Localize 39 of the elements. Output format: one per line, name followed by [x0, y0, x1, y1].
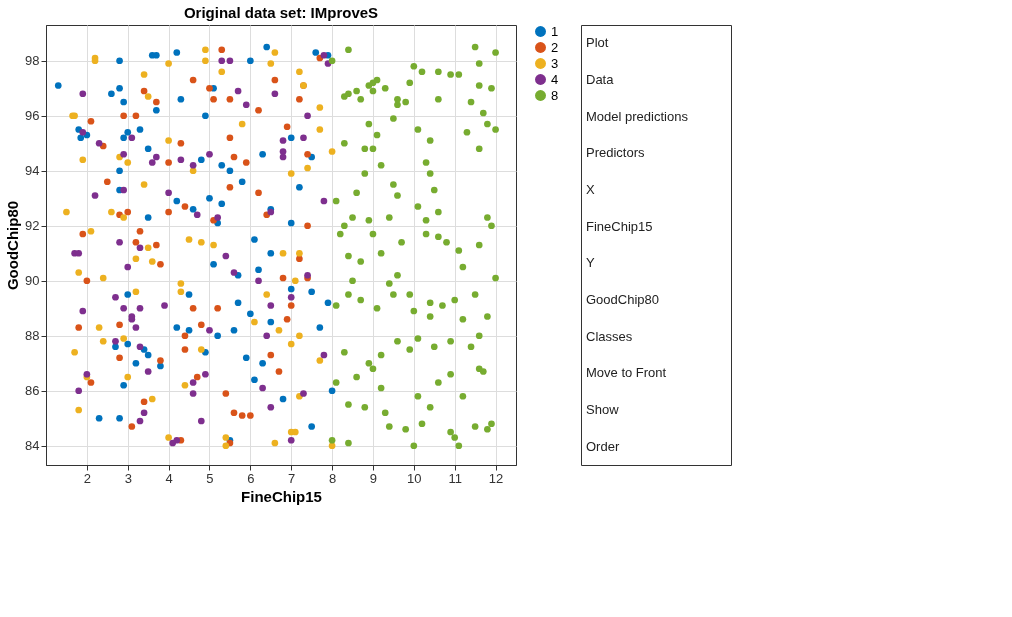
text: Plot: [586, 35, 609, 51]
x-tick-label: 7: [288, 470, 296, 486]
x-tick-label: 11: [448, 470, 462, 486]
y-tick-label: 92: [25, 218, 40, 234]
text: Classes: [586, 328, 633, 344]
text: Y: [586, 255, 595, 271]
x-axis-title: FineChip15: [241, 487, 322, 505]
text: Show: [586, 402, 620, 417]
x-tick-label: 8: [328, 470, 337, 486]
legend-label: 3: [551, 55, 559, 71]
text: X: [586, 182, 595, 197]
x-tick-label: 4: [165, 470, 173, 486]
x-tick-label: 10: [407, 470, 422, 486]
y-tick-label: 96: [25, 108, 40, 124]
y-tick-label: 90: [25, 273, 40, 289]
y-tick-label: 88: [25, 328, 40, 344]
text: Move to Front: [586, 365, 667, 381]
y-tick-label: 86: [25, 383, 40, 399]
chart-title: Original data set: IMproveS: [183, 4, 379, 21]
y-axis-title: GoodChip80: [4, 200, 22, 291]
legend-label: 4: [551, 71, 559, 87]
y-tick-label: 94: [25, 163, 40, 179]
text: GoodChip80: [586, 292, 659, 307]
text: Predictors: [586, 145, 646, 161]
y-tick-label: 98: [25, 53, 40, 69]
text: Data: [586, 72, 615, 87]
text: FineChip15: [586, 218, 653, 234]
text: Model predictions: [586, 108, 689, 124]
text: Order: [586, 438, 620, 454]
x-tick-label: 9: [369, 470, 378, 486]
legend-label: 1: [551, 23, 559, 39]
x-tick-label: 3: [124, 470, 132, 486]
legend-label: 2: [551, 39, 559, 55]
x-tick-label: 2: [83, 470, 91, 486]
x-tick-label: 5: [206, 470, 214, 486]
x-tick-label: 6: [247, 470, 255, 486]
legend-label: 8: [551, 87, 559, 103]
y-tick-label: 84: [25, 438, 40, 454]
x-tick-label: 12: [488, 470, 504, 486]
